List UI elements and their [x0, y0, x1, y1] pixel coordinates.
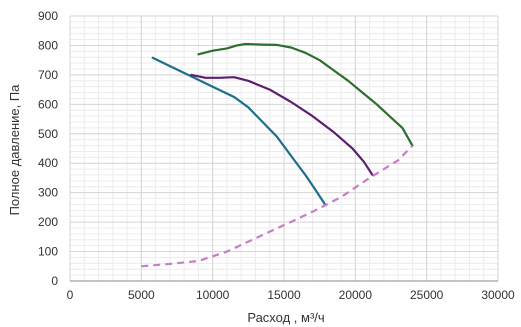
x-tick-label: 0	[67, 288, 74, 302]
y-tick-label: 500	[38, 127, 58, 141]
series-line-4	[141, 144, 414, 268]
series-line-1	[151, 56, 327, 207]
major-grid	[69, 15, 499, 282]
x-tick-label: 10000	[196, 288, 230, 302]
x-tick-label: 20000	[339, 288, 373, 302]
x-axis-title: Расход , м³/ч	[247, 310, 324, 325]
y-tick-label: 200	[38, 215, 58, 229]
y-tick-label: 900	[38, 9, 58, 23]
y-tick-label: 300	[38, 186, 58, 200]
series-line-2	[190, 73, 374, 177]
tick-labels: 0 5000 10000 15000 20000 25000 30000 0 100 200 300…	[38, 9, 515, 302]
x-tick-label: 15000	[267, 288, 301, 302]
series-line-3	[197, 42, 414, 147]
series-layer	[141, 42, 414, 268]
x-tick-label: 5000	[128, 288, 155, 302]
x-tick-label: 25000	[410, 288, 444, 302]
y-tick-label: 100	[38, 245, 58, 259]
x-tick-label: 30000	[481, 288, 515, 302]
y-tick-label: 600	[38, 97, 58, 111]
y-tick-label: 0	[51, 274, 58, 288]
y-tick-label: 800	[38, 38, 58, 52]
y-tick-label: 700	[38, 68, 58, 82]
y-axis-title: Полное давление, Па	[7, 84, 22, 216]
y-tick-label: 400	[38, 156, 58, 170]
